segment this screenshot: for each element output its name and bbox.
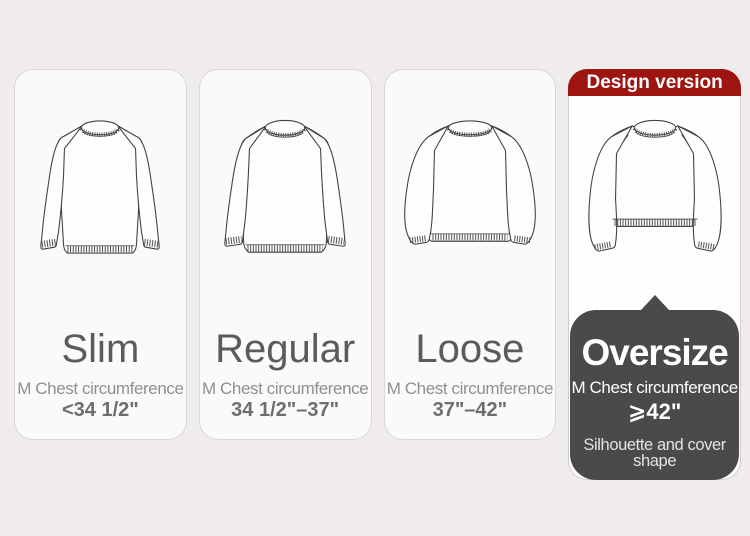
size-title: Loose bbox=[415, 327, 525, 371]
sweater-slim-illustration-icon bbox=[15, 115, 186, 263]
size-card-regular: Regular M Chest circumference 34 1/2"–37… bbox=[198, 69, 372, 440]
size-range-value: 34 1/2"–37" bbox=[231, 399, 340, 421]
sweater-loose-illustration-icon bbox=[385, 115, 556, 263]
size-range-value: <34 1/2" bbox=[61, 399, 139, 421]
size-card-oversize: Design version Oversize M Chest circumfe… bbox=[568, 69, 741, 480]
sweater-oversize-illustration-icon bbox=[569, 114, 740, 262]
size-subtitle: M Chest circumference bbox=[571, 378, 738, 397]
silhouette-note: Silhouette and cover shape bbox=[583, 436, 726, 470]
size-title: Oversize bbox=[581, 332, 728, 373]
size-range-value: 37"–42" bbox=[432, 399, 508, 421]
arrow-up-pointer-icon bbox=[640, 295, 669, 310]
oversize-highlight-panel: Oversize M Chest circumference ⩾42" Silh… bbox=[570, 295, 739, 480]
size-card-slim: Slim M Chest circumference <34 1/2" bbox=[14, 69, 187, 440]
design-version-badge: Design version bbox=[568, 69, 741, 96]
size-subtitle: M Chest circumference bbox=[201, 379, 369, 398]
size-title: Slim bbox=[61, 327, 140, 371]
sweater-regular-illustration-icon bbox=[200, 115, 371, 263]
size-subtitle: M Chest circumference bbox=[17, 379, 184, 398]
size-card-loose: Loose M Chest circumference 37"–42" bbox=[383, 69, 557, 440]
size-title: Regular bbox=[215, 327, 356, 371]
size-guide-row: Slim M Chest circumference <34 1/2" Regu… bbox=[14, 69, 741, 480]
size-range-value: ⩾42" bbox=[627, 399, 682, 424]
size-subtitle: M Chest circumference bbox=[386, 379, 554, 398]
